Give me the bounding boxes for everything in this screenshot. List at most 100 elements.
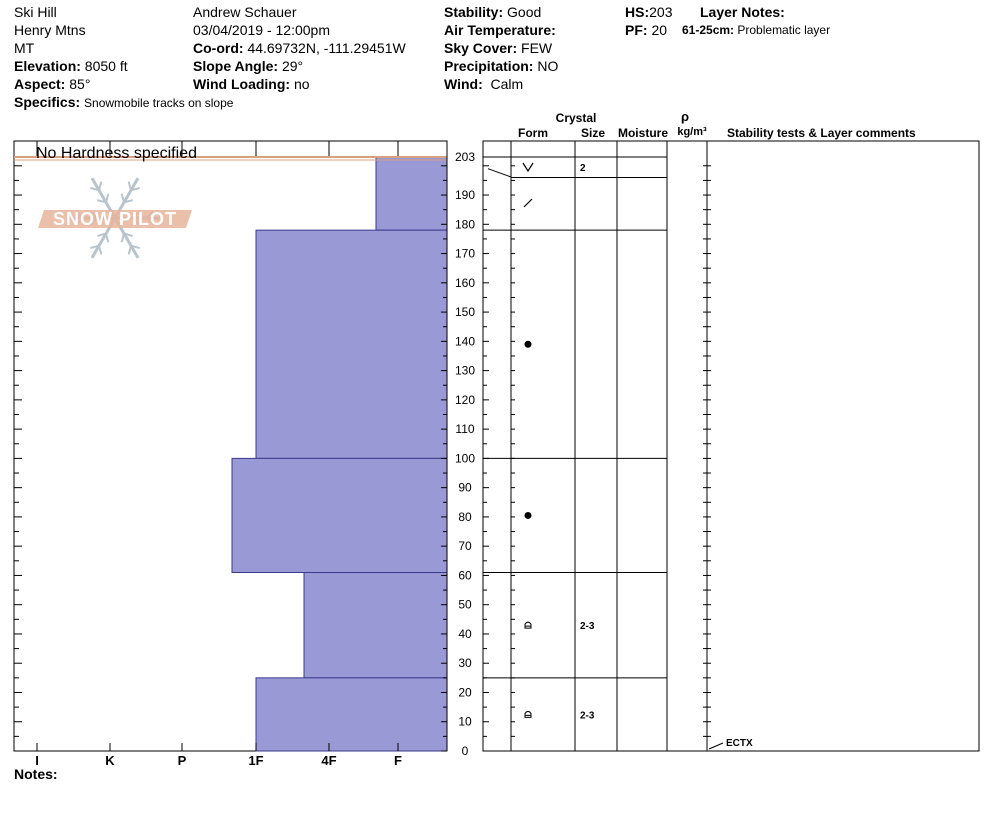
no-hardness-message: No Hardness specified	[36, 145, 197, 162]
hardness-layer-bar	[255, 229, 448, 459]
melt-form-symbol	[524, 511, 532, 519]
aspect-value: 85°	[69, 76, 91, 92]
specifics-label: Specifics:	[14, 94, 81, 110]
precip-row: Precipitation: NO	[444, 57, 558, 75]
depth-tick-label: 150	[455, 305, 475, 319]
slope-value: 29°	[281, 58, 304, 74]
sky-label: Sky Cover:	[444, 40, 518, 56]
pf-value: 20	[651, 22, 668, 38]
wind-value: Calm	[490, 76, 524, 92]
state: MT	[14, 40, 35, 56]
snowflake-branch	[97, 199, 107, 204]
hardness-layer-bar	[303, 572, 448, 679]
depth-tick-label: 80	[458, 510, 472, 524]
snowflake-branch	[90, 186, 100, 192]
snowflake-branch	[97, 232, 107, 237]
wind-loading-label: Wind Loading:	[193, 76, 291, 92]
snowflake-branch	[130, 186, 140, 192]
elevation-row: Elevation: 8050 ft	[14, 57, 128, 75]
air-temp-label: Air Temperature:	[444, 22, 556, 38]
hardness-panel: No Hardness specified I K P 1F 4F F	[13, 140, 448, 768]
coord-label: Co-ord:	[193, 40, 244, 56]
snowflake-branch	[130, 244, 140, 250]
snowflake-branch	[105, 193, 110, 203]
snowflake-branch	[123, 199, 133, 204]
sky-value: FEW	[521, 40, 553, 56]
hardness-layer-bar	[375, 156, 448, 231]
melt-form-symbol	[524, 340, 532, 348]
snowpilot-logo: SNOW PILOT	[38, 177, 192, 259]
depth-tick-label: 120	[455, 393, 475, 407]
hardness-layer-bar	[255, 677, 448, 752]
logo-text: SNOW PILOT	[53, 209, 177, 229]
elevation-value: 8050 ft	[84, 58, 128, 74]
precip-label: Precipitation:	[444, 58, 534, 74]
hardness-x-label: I	[35, 753, 39, 768]
crystal-size-label: 2	[580, 163, 586, 174]
hardness-x-label: P	[178, 753, 187, 768]
precip-particle-symbol	[523, 198, 533, 208]
stability-value: Good	[507, 4, 542, 20]
depth-tick-label: 20	[458, 685, 472, 699]
depth-tick-label: 130	[455, 364, 475, 378]
range: Henry Mtns	[14, 22, 86, 38]
stability-label: Stability:	[444, 4, 504, 20]
wind-loading-row: Wind Loading: no	[193, 75, 310, 93]
slope-row: Slope Angle: 29°	[193, 57, 303, 75]
crystal-size-label: 2-3	[580, 710, 595, 721]
depth-tick-label: 90	[458, 481, 472, 495]
snowflake-branch	[120, 193, 125, 203]
snowflake-branch	[98, 181, 103, 191]
crystal-header: Crystal	[556, 111, 597, 125]
hs-row: HS:203	[625, 3, 672, 21]
test-pointer	[708, 742, 724, 750]
hs-label: HS:	[625, 4, 650, 20]
surface-hoar-symbol	[522, 162, 534, 173]
depth-tick-label: 50	[458, 598, 472, 612]
snowflake-branch	[127, 181, 132, 191]
layer-table-frame	[482, 140, 980, 752]
depth-tick-label: 203	[455, 150, 475, 164]
comments-header: Stability tests & Layer comments	[727, 126, 916, 140]
slope-label: Slope Angle:	[193, 58, 279, 74]
air-temp-row: Air Temperature:	[444, 21, 556, 39]
snowflake-branch	[123, 232, 133, 237]
depth-tick-label: 0	[462, 744, 469, 758]
size-header: Size	[581, 126, 605, 140]
logo-banner	[38, 210, 192, 228]
layer-note-row: 61-25cm: Problematic layer	[682, 21, 830, 39]
hs-value: 203	[649, 4, 673, 20]
aspect-label: Aspect:	[14, 76, 66, 92]
stability-test-label: ECTX	[726, 738, 753, 749]
snowflake-branch	[90, 244, 100, 250]
crystal-size-label: 2-3	[580, 621, 595, 632]
pf-label: PF:	[625, 22, 648, 38]
location: Ski Hill	[14, 4, 57, 20]
stability-row: Stability: Good	[444, 3, 541, 21]
coord-row: Co-ord: 44.69732N, -111.29451W	[193, 39, 406, 57]
density-unit-header: kg/m³	[677, 126, 707, 138]
sky-row: Sky Cover: FEW	[444, 39, 552, 57]
depth-tick-label: 30	[458, 656, 472, 670]
hardness-x-label: K	[105, 753, 115, 768]
coord-value: 44.69732N, -111.29451W	[247, 40, 406, 56]
depth-tick-label: 70	[458, 539, 472, 553]
wind-loading-value: no	[293, 76, 310, 92]
pf-row: PF: 20	[625, 21, 667, 39]
hardness-x-label: 4F	[321, 753, 336, 768]
depth-tick-label: 100	[455, 451, 475, 465]
depth-tick-label: 160	[455, 276, 475, 290]
depth-hoar-symbol	[524, 710, 532, 718]
depth-tick-label: 190	[455, 188, 475, 202]
layer-table: Crystal Form Size Moisture ρ kg/m³ Stability t…	[482, 109, 980, 752]
layer-notes-label: Layer Notes:	[700, 4, 785, 20]
wind-label: Wind:	[444, 76, 483, 92]
layer-note-range: 61-25cm:	[682, 23, 735, 37]
hardness-layer-bar	[231, 457, 448, 574]
specifics-row: Specifics: Snowmobile tracks on slope	[14, 93, 233, 112]
wind-row: Wind: Calm	[444, 75, 523, 93]
depth-axis: 0 10 20 30 40 50 60 70 80 90 100 110 120 130 140 150 160…	[441, 141, 475, 758]
layer-note-text: Problematic layer	[737, 23, 831, 37]
depth-tick-label: 110	[455, 422, 474, 436]
